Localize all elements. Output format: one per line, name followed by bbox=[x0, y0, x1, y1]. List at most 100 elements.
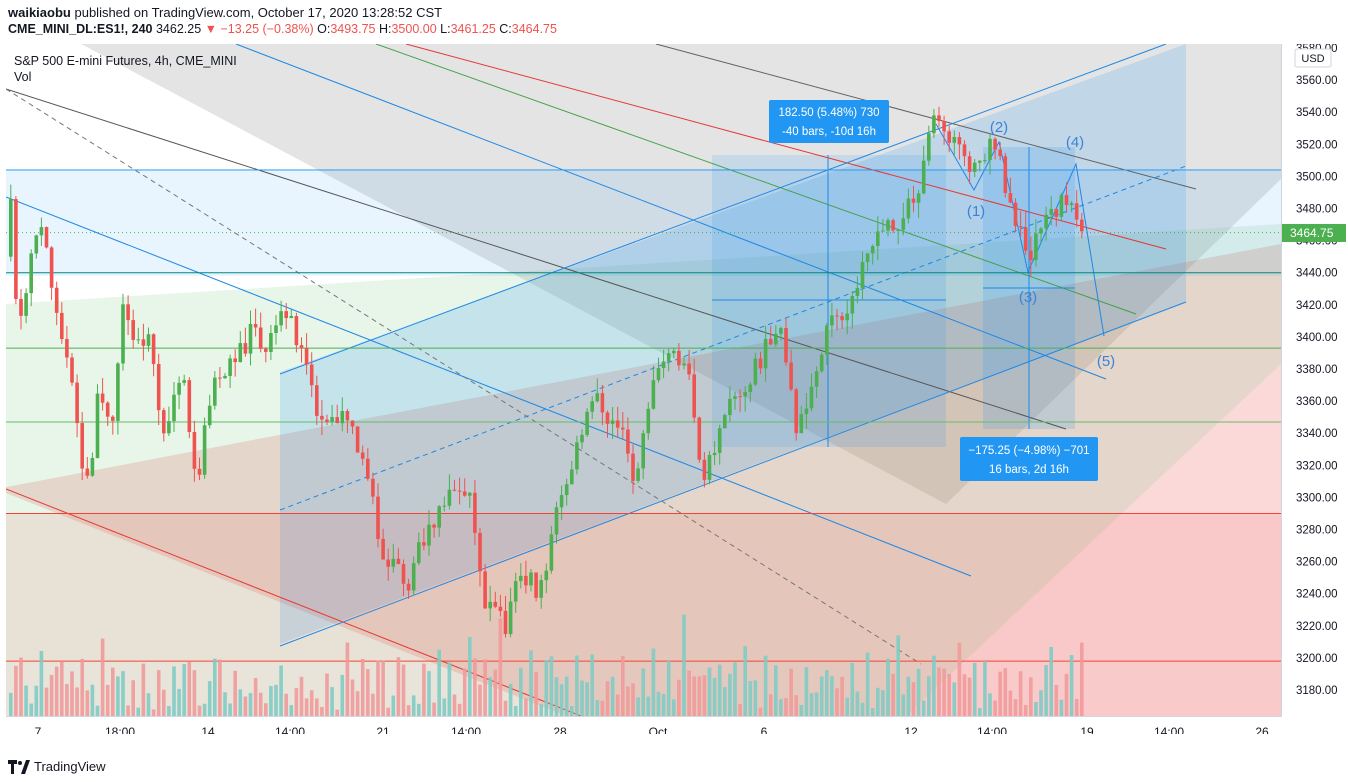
candle-body[interactable] bbox=[34, 235, 39, 254]
candle-body[interactable] bbox=[498, 606, 503, 611]
candle-body[interactable] bbox=[728, 398, 732, 416]
candle-body[interactable] bbox=[983, 160, 987, 162]
candle-body[interactable] bbox=[325, 419, 329, 423]
candle-body[interactable] bbox=[835, 315, 839, 317]
candle-body[interactable] bbox=[1039, 228, 1043, 234]
candle-body[interactable] bbox=[29, 253, 33, 294]
candle-body[interactable] bbox=[177, 382, 181, 395]
candle-body[interactable] bbox=[172, 394, 176, 422]
candle-body[interactable] bbox=[860, 262, 865, 289]
candle-body[interactable] bbox=[151, 334, 156, 364]
candle-body[interactable] bbox=[804, 408, 809, 415]
candle-body[interactable] bbox=[799, 414, 804, 434]
candle-body[interactable] bbox=[692, 374, 696, 418]
candle-body[interactable] bbox=[891, 220, 895, 231]
candle-body[interactable] bbox=[19, 298, 23, 316]
candle-body[interactable] bbox=[702, 459, 707, 480]
candle-body[interactable] bbox=[228, 358, 232, 376]
candle-body[interactable] bbox=[666, 353, 671, 362]
candle-body[interactable] bbox=[269, 332, 273, 352]
candle-body[interactable] bbox=[442, 505, 447, 507]
candle-body[interactable] bbox=[264, 348, 268, 352]
candle-body[interactable] bbox=[1049, 208, 1053, 215]
candle-body[interactable] bbox=[865, 253, 870, 263]
publisher-name[interactable]: waikiaobu bbox=[8, 5, 71, 20]
candle-body[interactable] bbox=[615, 420, 620, 428]
candle-body[interactable] bbox=[1018, 226, 1023, 228]
candle-body[interactable] bbox=[641, 433, 645, 469]
candle-body[interactable] bbox=[340, 411, 345, 424]
candle-body[interactable] bbox=[957, 137, 962, 145]
candle-body[interactable] bbox=[350, 420, 355, 427]
candle-body[interactable] bbox=[610, 420, 615, 424]
candle-body[interactable] bbox=[876, 231, 880, 246]
candle-body[interactable] bbox=[253, 324, 258, 328]
candle-body[interactable] bbox=[121, 304, 125, 364]
candle-body[interactable] bbox=[712, 452, 717, 456]
candle-body[interactable] bbox=[366, 458, 370, 479]
candle-body[interactable] bbox=[743, 391, 747, 397]
candle-body[interactable] bbox=[972, 162, 977, 172]
candle-body[interactable] bbox=[80, 423, 84, 469]
candle-body[interactable] bbox=[192, 432, 197, 469]
measure-label-1[interactable]: 182.50 (5.48%) 730 -40 bars, -10d 16h bbox=[769, 100, 889, 143]
candle-body[interactable] bbox=[687, 363, 691, 375]
candle-body[interactable] bbox=[937, 115, 941, 121]
candle-body[interactable] bbox=[167, 421, 171, 434]
candle-body[interactable] bbox=[60, 312, 64, 339]
candle-body[interactable] bbox=[952, 137, 957, 143]
measure-label-2[interactable]: −175.25 (−4.98%) −701 16 bars, 2d 16h bbox=[960, 437, 1098, 481]
candle-body[interactable] bbox=[932, 115, 936, 134]
candle-body[interactable] bbox=[738, 396, 742, 398]
candle-body[interactable] bbox=[534, 572, 538, 598]
candle-body[interactable] bbox=[65, 338, 69, 358]
candle-body[interactable] bbox=[457, 490, 462, 492]
candle-body[interactable] bbox=[651, 380, 656, 409]
candle-body[interactable] bbox=[105, 402, 110, 417]
candle-body[interactable] bbox=[462, 491, 467, 496]
candle-body[interactable] bbox=[967, 156, 972, 172]
candle-body[interactable] bbox=[886, 220, 890, 231]
candle-body[interactable] bbox=[284, 311, 288, 319]
candle-body[interactable] bbox=[636, 468, 640, 481]
candle-body[interactable] bbox=[927, 133, 931, 161]
candle-body[interactable] bbox=[223, 375, 227, 379]
candle-body[interactable] bbox=[391, 558, 396, 567]
candle-body[interactable] bbox=[493, 601, 498, 607]
candle-body[interactable] bbox=[44, 227, 49, 248]
candle-body[interactable] bbox=[911, 198, 916, 203]
candle-body[interactable] bbox=[570, 469, 574, 485]
candle-body[interactable] bbox=[417, 542, 421, 564]
candle-body[interactable] bbox=[111, 416, 115, 421]
candle-body[interactable] bbox=[585, 411, 589, 435]
candle-body[interactable] bbox=[978, 160, 982, 163]
candle-body[interactable] bbox=[901, 218, 906, 230]
candle-body[interactable] bbox=[85, 468, 90, 476]
candle-body[interactable] bbox=[279, 311, 283, 326]
candle-body[interactable] bbox=[294, 316, 299, 346]
currency-badge[interactable]: USD bbox=[1294, 48, 1332, 68]
candle-body[interactable] bbox=[942, 120, 946, 132]
candle-body[interactable] bbox=[422, 542, 426, 546]
candle-body[interactable] bbox=[998, 149, 1002, 157]
candle-body[interactable] bbox=[631, 453, 635, 481]
candle-body[interactable] bbox=[156, 363, 161, 411]
candle-body[interactable] bbox=[39, 227, 44, 236]
candle-body[interactable] bbox=[9, 199, 13, 257]
candle-body[interactable] bbox=[95, 393, 100, 458]
candle-body[interactable] bbox=[748, 384, 753, 392]
candle-body[interactable] bbox=[360, 452, 365, 459]
candle-body[interactable] bbox=[697, 417, 702, 460]
candle-body[interactable] bbox=[182, 380, 186, 383]
candle-body[interactable] bbox=[870, 245, 875, 254]
candle-body[interactable] bbox=[70, 357, 74, 383]
candle-body[interactable] bbox=[855, 288, 860, 297]
candle-body[interactable] bbox=[529, 572, 533, 586]
candle-body[interactable] bbox=[962, 144, 967, 157]
candle-body[interactable] bbox=[14, 199, 18, 299]
candle-body[interactable] bbox=[758, 358, 763, 369]
candle-body[interactable] bbox=[54, 287, 59, 313]
candle-body[interactable] bbox=[187, 380, 192, 433]
candle-body[interactable] bbox=[315, 385, 319, 416]
candle-body[interactable] bbox=[661, 361, 666, 369]
